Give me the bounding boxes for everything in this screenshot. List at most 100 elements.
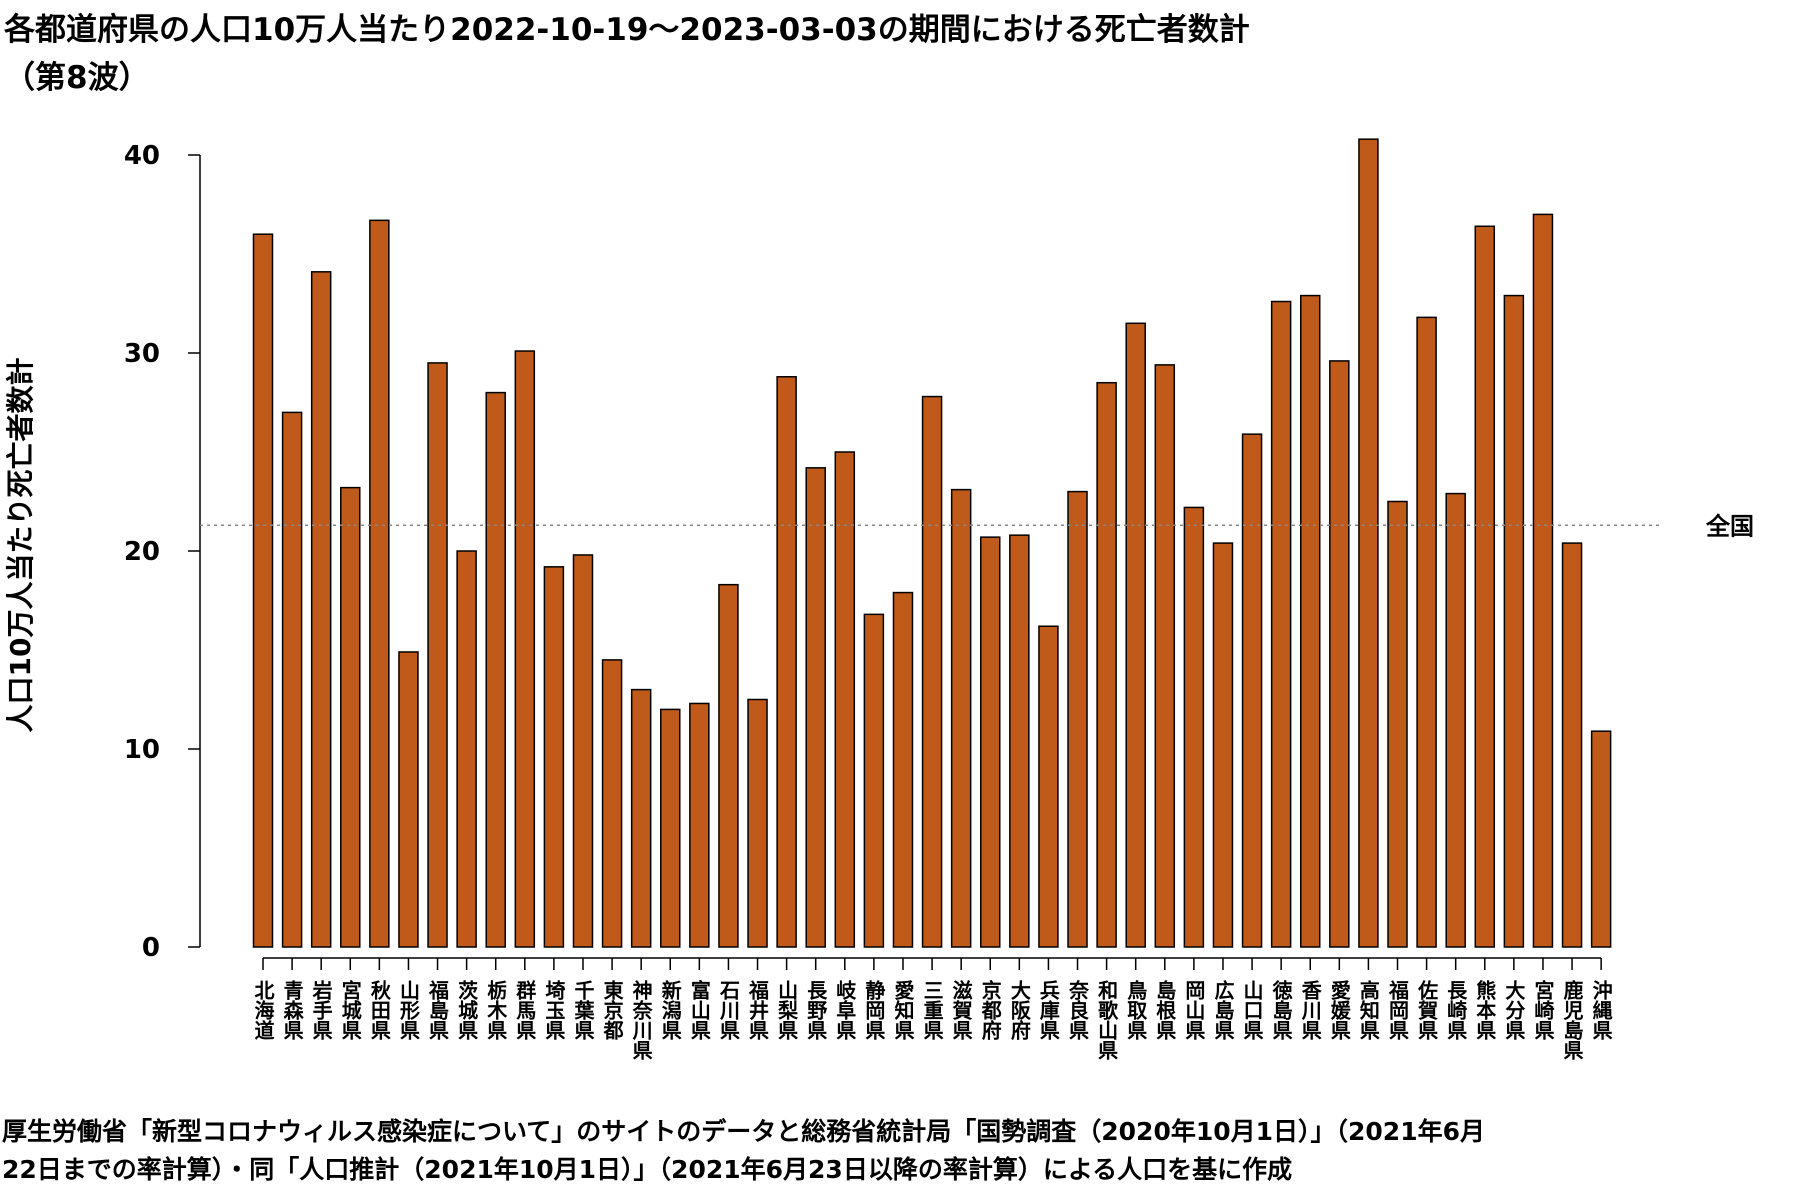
bar-宮城県: [340, 486, 361, 948]
bar-佐賀県: [1416, 316, 1437, 948]
x-tick-label: 千葉県: [571, 980, 595, 1040]
bar-chart: 0 10 20 30 40 北海道 青森県 岩手県 宮城県 秋田県 山形県 福島県 茨城県 栃木県 群馬県…: [4, 138, 1754, 1060]
bars: [252, 138, 1612, 948]
x-tick-label: 山口県: [1240, 980, 1264, 1040]
bar-沖縄県: [1590, 730, 1612, 948]
bar-長崎県: [1445, 492, 1466, 948]
x-tick-label: 北海道: [251, 980, 275, 1040]
x-tick-label: 和歌山県: [1095, 980, 1119, 1060]
bar-長野県: [805, 467, 826, 948]
x-tick-label: 愛媛県: [1327, 980, 1351, 1040]
x-tick-label: 高知県: [1356, 979, 1380, 1040]
bar-高知県: [1358, 138, 1379, 948]
bar-京都府: [980, 536, 1001, 948]
bar-石川県: [718, 583, 739, 948]
x-tick-label: 滋賀県: [949, 979, 973, 1040]
bar-大阪府: [1009, 534, 1030, 948]
x-tick-label: 大阪府: [1007, 980, 1031, 1041]
bar-栃木県: [485, 391, 506, 948]
bar-和歌山県: [1096, 381, 1117, 948]
bar-福岡県: [1387, 500, 1408, 948]
x-tick-label: 鹿児島県: [1560, 979, 1584, 1060]
x-tick-label: 岩手県: [309, 980, 333, 1040]
x-tick-label: 徳島県: [1269, 979, 1293, 1040]
bar-神奈川県: [630, 688, 652, 948]
x-tick-label: 神奈川県: [629, 979, 653, 1060]
x-tick-label: 広島県: [1211, 979, 1235, 1040]
x-axis: 北海道 青森県 岩手県 宮城県 秋田県 山形県 福島県 茨城県 栃木県 群馬県 埼玉県 千葉県 東京都神…: [251, 957, 1613, 1060]
x-tick-label: 島根県: [1153, 979, 1177, 1040]
bar-熊本県: [1474, 225, 1496, 948]
bar-岩手県: [310, 271, 332, 948]
bar-山梨県: [776, 376, 797, 948]
bar-静岡県: [863, 613, 885, 948]
bar-茨城県: [456, 550, 477, 948]
bar-愛媛県: [1329, 360, 1350, 948]
x-tick-label: 鳥取県: [1124, 979, 1148, 1040]
x-tick-label: 新潟県: [658, 979, 682, 1040]
y-tick-label: 30: [124, 339, 160, 369]
x-tick-label: 茨城県: [455, 979, 479, 1040]
bar-福島県: [427, 362, 448, 948]
y-tick-label: 10: [124, 735, 160, 765]
bar-兵庫県: [1038, 625, 1059, 948]
bar-新潟県: [660, 708, 681, 948]
x-tick-label: 福岡県: [1386, 980, 1410, 1040]
x-tick-label: 熊本県: [1473, 979, 1497, 1040]
x-tick-label: 宮城県: [338, 979, 362, 1040]
x-tick-label: 長崎県: [1444, 980, 1468, 1040]
bar-富山県: [689, 702, 710, 948]
bar-秋田県: [369, 219, 390, 948]
bar-鳥取県: [1125, 322, 1146, 948]
x-tick-label: 栃木県: [484, 979, 508, 1040]
reference-line-group: 全国: [200, 512, 1754, 540]
source-note-line1: 厚生労働省「新型コロナウィルス感染症について」のサイトのデータと総務省統計局「国…: [2, 1117, 1485, 1146]
x-tick-label: 宮崎県: [1531, 979, 1555, 1040]
x-tick-label: 兵庫県: [1036, 980, 1060, 1040]
x-tick-label: 佐賀県: [1415, 979, 1439, 1040]
x-tick-label: 静岡県: [862, 979, 886, 1040]
x-tick-label: 沖縄県: [1589, 980, 1613, 1040]
x-tick-label: 東京都: [600, 980, 624, 1041]
bar-香川県: [1299, 294, 1321, 948]
bar-北海道: [252, 233, 274, 948]
x-tick-label: 香川県: [1298, 980, 1322, 1040]
x-tick-label: 山梨県: [775, 980, 799, 1040]
bar-山口県: [1241, 433, 1263, 948]
chart-title: 各都道府県の人口10万人当たり2022-10-19～2023-03-03の期間に…: [4, 12, 1250, 48]
x-tick-label: 岡山県: [1182, 980, 1206, 1040]
x-tick-label: 大分県: [1502, 980, 1526, 1040]
source-note-line2: 22日までの率計算）・同「人口推計（2021年10月1日）」（2021年6月23…: [2, 1155, 1293, 1184]
reference-line-label: 全国: [1705, 512, 1754, 540]
bar-山形県: [398, 651, 419, 948]
x-tick-label: 福井県: [746, 980, 770, 1040]
bar-島根県: [1154, 364, 1176, 948]
bar-埼玉県: [543, 566, 565, 948]
bar-千葉県: [572, 554, 594, 948]
bar-徳島県: [1270, 300, 1292, 948]
bar-奈良県: [1067, 490, 1088, 948]
bar-岡山県: [1183, 506, 1205, 948]
bar-広島県: [1212, 542, 1234, 948]
y-axis-label: 人口10万人当たり死亡者数計: [4, 358, 37, 733]
bar-滋賀県: [950, 488, 972, 948]
x-tick-label: 青森県: [280, 980, 304, 1040]
x-tick-label: 秋田県: [367, 980, 391, 1040]
x-tick-label: 奈良県: [1066, 979, 1090, 1040]
x-tick-label: 長野県: [804, 980, 828, 1040]
bar-宮崎県: [1532, 213, 1554, 948]
x-tick-label: 石川県: [716, 980, 740, 1040]
bar-群馬県: [514, 350, 536, 948]
bar-愛知県: [892, 591, 914, 948]
y-axis: 0 10 20 30 40: [124, 141, 201, 963]
bar-青森県: [281, 411, 303, 948]
x-tick-label: 埼玉県: [542, 979, 566, 1040]
x-tick-label: 京都府: [978, 979, 1002, 1041]
x-tick-label: 山形県: [396, 980, 420, 1040]
bar-大分県: [1503, 294, 1525, 948]
bar-三重県: [921, 395, 943, 948]
x-tick-label: 群馬県: [513, 979, 537, 1040]
x-tick-label: 岐阜県: [833, 979, 857, 1040]
x-tick-label: 富山県: [687, 979, 711, 1040]
x-tick-label: 福島県: [426, 980, 450, 1040]
